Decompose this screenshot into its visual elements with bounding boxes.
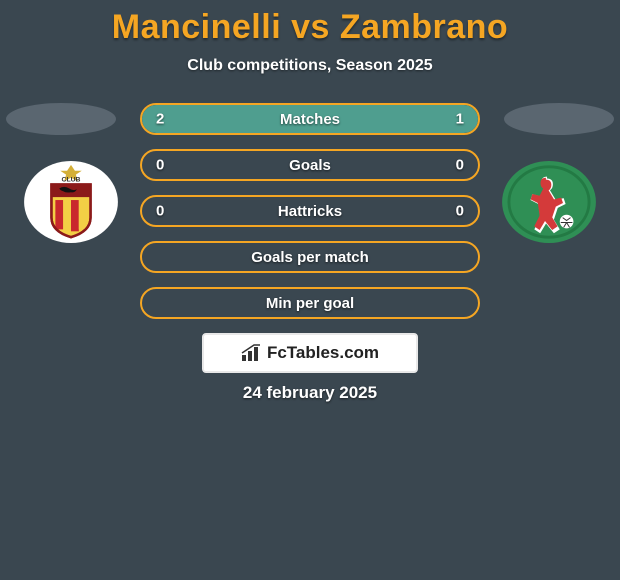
brand-text: FcTables.com <box>267 343 379 363</box>
stat-label: Goals per match <box>142 249 478 266</box>
stat-label: Min per goal <box>142 295 478 312</box>
chart-icon <box>241 344 263 362</box>
stat-rows: 2 Matches 1 0 Goals 0 0 Hattricks 0 Go <box>140 103 480 319</box>
club-badge-left: CLUB <box>22 159 120 245</box>
stat-label: Hattricks <box>142 203 478 220</box>
stats-area: CLUB 2 Matches 1 <box>0 103 620 403</box>
stat-row-min-per-goal: Min per goal <box>140 287 480 319</box>
stat-row-goals: 0 Goals 0 <box>140 149 480 181</box>
comparison-card: Mancinelli vs Zambrano Club competitions… <box>0 0 620 403</box>
date-text: 24 february 2025 <box>0 383 620 403</box>
player-left-placeholder <box>6 103 116 135</box>
page-title: Mancinelli vs Zambrano <box>0 8 620 47</box>
brand-box[interactable]: FcTables.com <box>202 333 418 373</box>
club-badge-right <box>500 159 598 245</box>
subtitle: Club competitions, Season 2025 <box>0 57 620 75</box>
stat-row-matches: 2 Matches 1 <box>140 103 480 135</box>
stat-row-goals-per-match: Goals per match <box>140 241 480 273</box>
stat-label: Goals <box>142 157 478 174</box>
player-right-placeholder <box>504 103 614 135</box>
svg-text:CLUB: CLUB <box>62 176 81 183</box>
stat-row-hattricks: 0 Hattricks 0 <box>140 195 480 227</box>
stat-label: Matches <box>142 111 478 128</box>
